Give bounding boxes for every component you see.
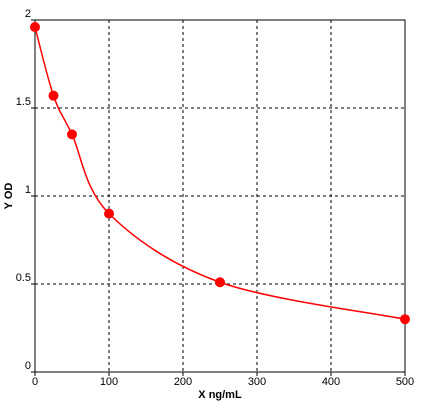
data-point — [48, 90, 59, 101]
x-tick-label: 0 — [32, 376, 38, 388]
data-point — [30, 22, 40, 33]
plot-border — [34, 19, 406, 373]
x-tick-label: 400 — [322, 376, 340, 388]
x-tick-label: 300 — [248, 376, 266, 388]
y-tick-label: 0.5 — [16, 272, 31, 284]
data-point — [104, 208, 114, 219]
data-point — [215, 277, 225, 288]
y-tick-label: 0 — [25, 360, 31, 372]
y-tick-label: 1.5 — [16, 96, 31, 108]
y-tick-label: 2 — [25, 8, 31, 20]
x-tick-label: 100 — [100, 376, 118, 388]
data-point — [400, 314, 410, 325]
x-axis-title: X ng/mL — [198, 389, 242, 401]
x-tick-label: 200 — [174, 376, 192, 388]
y-tick-label: 1 — [25, 184, 31, 196]
data-point — [67, 129, 77, 140]
y-axis-title: Y OD — [3, 183, 15, 210]
x-tick-label: 500 — [396, 376, 414, 388]
